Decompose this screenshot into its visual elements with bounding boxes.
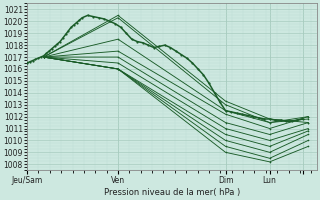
X-axis label: Pression niveau de la mer( hPa ): Pression niveau de la mer( hPa ) [104, 188, 240, 197]
